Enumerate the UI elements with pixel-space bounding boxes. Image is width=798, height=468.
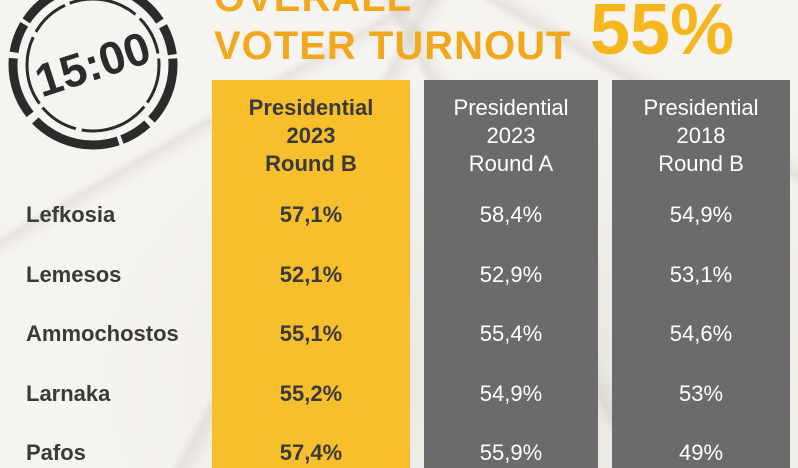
turnout-cell: 55,9% <box>479 440 543 465</box>
turnout-cell: 52,1% <box>279 262 343 287</box>
overall-turnout-value: 55% <box>590 0 735 70</box>
turnout-cell: 53,1% <box>669 262 733 287</box>
turnout-cell: 57,1% <box>279 202 343 227</box>
turnout-cell: 55,2% <box>279 381 343 406</box>
column-2023-round-b: Presidential 2023 Round B <box>212 80 410 468</box>
district-label: Ammochostos <box>26 321 179 346</box>
title-line-1: OVERALL <box>214 0 412 18</box>
turnout-cell: 55,4% <box>479 321 543 346</box>
turnout-cell: 54,9% <box>669 202 733 227</box>
turnout-cell: 55,1% <box>279 321 343 346</box>
turnout-cell: 49% <box>678 440 724 465</box>
turnout-cell: 52,9% <box>479 262 543 287</box>
column-2018-round-b: Presidential 2018 Round B <box>612 80 790 468</box>
column-header: Presidential 2018 Round B <box>643 95 759 176</box>
time-stamp-badge: 15:00 <box>4 0 182 154</box>
turnout-cell: 54,9% <box>479 381 543 406</box>
district-label: Larnaka <box>26 381 111 406</box>
turnout-cell: 58,4% <box>479 202 543 227</box>
turnout-cell: 57,4% <box>279 440 343 465</box>
turnout-cell: 53% <box>678 381 724 406</box>
time-stamp-text: 15:00 <box>29 21 157 107</box>
title-line-2: VOTER TURNOUT <box>214 24 572 68</box>
turnout-cell: 54,6% <box>669 321 733 346</box>
district-label: Pafos <box>26 440 86 465</box>
column-2023-round-a: Presidential 2023 Round A <box>424 80 598 468</box>
column-header: Presidential 2023 Round A <box>453 95 569 176</box>
district-label: Lemesos <box>26 262 122 287</box>
column-header: Presidential 2023 Round B <box>248 95 374 176</box>
district-label: Lefkosia <box>26 202 116 227</box>
